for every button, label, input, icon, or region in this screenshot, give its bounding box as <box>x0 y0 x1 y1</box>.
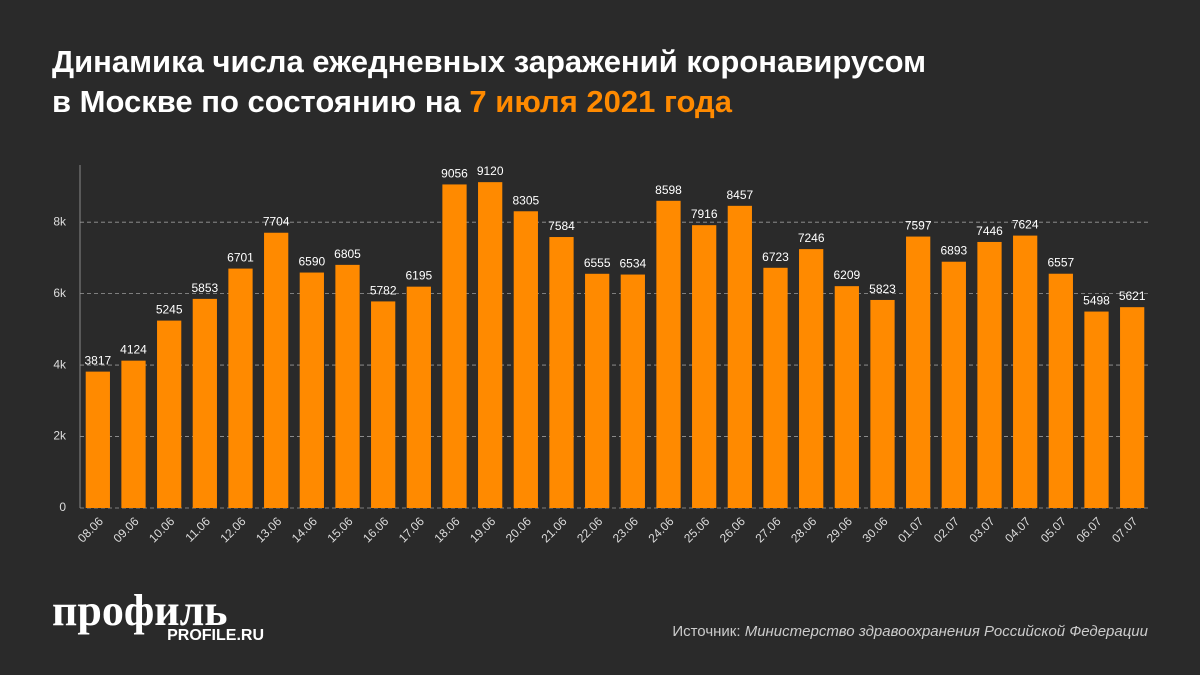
bar <box>406 286 431 508</box>
value-label: 5782 <box>370 283 397 297</box>
value-label: 5621 <box>1119 289 1146 303</box>
bar <box>692 225 717 509</box>
value-label: 6534 <box>619 257 646 271</box>
bar <box>549 237 574 508</box>
value-label: 6701 <box>227 251 254 265</box>
bar <box>157 320 182 508</box>
value-label: 6590 <box>298 255 325 269</box>
value-label: 8305 <box>512 193 539 207</box>
value-label: 6557 <box>1047 256 1074 270</box>
bar <box>834 286 859 508</box>
bar <box>1084 311 1109 508</box>
y-tick-label: 6k <box>53 286 67 300</box>
value-label: 7597 <box>905 219 932 233</box>
value-label: 6723 <box>762 250 789 264</box>
source-label: Источник: <box>672 623 740 640</box>
value-label: 4124 <box>120 343 147 357</box>
value-label: 5853 <box>191 281 218 295</box>
value-label: 8598 <box>655 183 682 197</box>
value-label: 6805 <box>334 247 361 261</box>
y-tick-label: 2k <box>53 429 67 443</box>
bar <box>1013 235 1038 508</box>
bar <box>941 261 966 508</box>
value-label: 6209 <box>833 268 860 282</box>
bar <box>513 211 538 508</box>
bar <box>335 264 360 508</box>
bar <box>264 232 289 508</box>
value-label: 9056 <box>441 166 468 180</box>
bar <box>906 236 931 508</box>
value-label: 7704 <box>263 215 290 229</box>
bar <box>799 249 824 509</box>
bar <box>977 241 1002 508</box>
value-label: 5498 <box>1083 294 1110 308</box>
y-tick-label: 4k <box>53 357 67 371</box>
bar <box>371 301 396 508</box>
bar <box>442 184 467 509</box>
value-label: 6195 <box>405 269 432 283</box>
logo: профиль <box>52 586 228 635</box>
y-tick-label: 0 <box>59 500 66 514</box>
title-highlight: 7 июля 2021 года <box>469 84 732 119</box>
bar <box>85 371 110 508</box>
bar <box>121 360 146 508</box>
logo-url: PROFILE.RU <box>167 627 264 644</box>
bar <box>478 182 503 508</box>
chart-title: в Москве по состоянию на 7 июля 2021 год… <box>52 84 733 119</box>
value-label: 7624 <box>1012 218 1039 232</box>
value-label: 6555 <box>584 256 611 270</box>
source: Источник: Министерство здравоохранения Р… <box>672 623 1148 640</box>
source-text: Министерство здравоохранения Российской … <box>745 623 1149 640</box>
value-label: 6893 <box>940 244 967 258</box>
value-label: 7446 <box>976 224 1003 238</box>
bar <box>656 200 681 508</box>
bar <box>299 272 324 508</box>
value-label: 7246 <box>798 231 825 245</box>
bar <box>228 268 253 508</box>
value-label: 7916 <box>691 207 718 221</box>
chart-title: Динамика числа ежедневных заражений коро… <box>52 44 926 79</box>
bar <box>763 267 788 508</box>
bar <box>1048 273 1073 508</box>
title-part: в Москве по состоянию на <box>52 84 462 119</box>
bar <box>192 298 217 508</box>
value-label: 7584 <box>548 219 575 233</box>
bar <box>727 205 752 508</box>
bar <box>1120 307 1145 508</box>
bar <box>620 274 645 508</box>
value-label: 5823 <box>869 282 896 296</box>
bar <box>870 299 895 508</box>
value-label: 8457 <box>726 188 753 202</box>
value-label: 9120 <box>477 164 504 178</box>
y-tick-label: 8k <box>53 214 67 228</box>
value-label: 5245 <box>156 303 183 317</box>
value-label: 3817 <box>84 354 111 368</box>
bar <box>585 273 610 508</box>
